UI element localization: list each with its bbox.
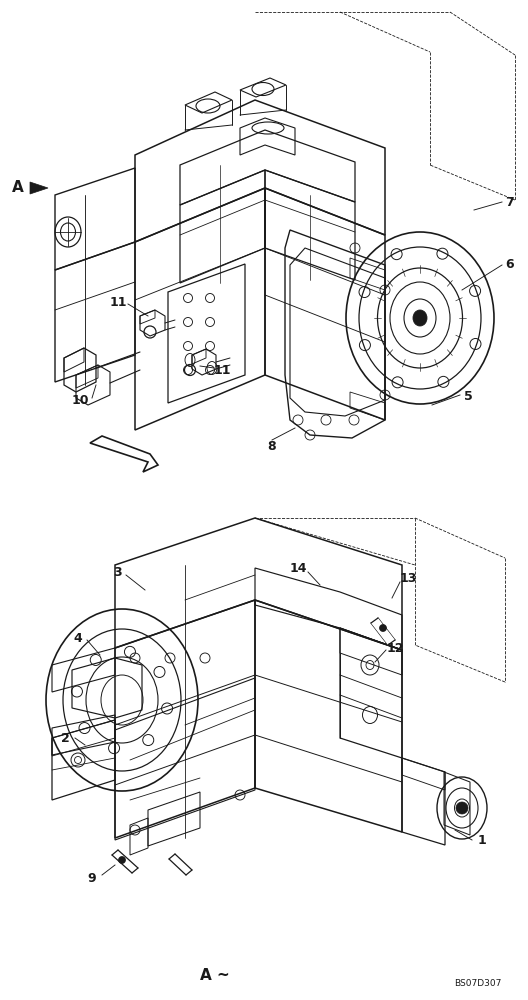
Text: A: A xyxy=(12,180,24,196)
Circle shape xyxy=(380,624,386,632)
Ellipse shape xyxy=(413,310,427,326)
Text: 11: 11 xyxy=(109,296,127,308)
Circle shape xyxy=(118,856,126,863)
Text: 4: 4 xyxy=(73,632,82,645)
Text: 8: 8 xyxy=(268,440,276,452)
Text: 13: 13 xyxy=(399,572,417,584)
Text: A ~: A ~ xyxy=(200,968,230,984)
Circle shape xyxy=(456,802,468,814)
Text: BS07D307: BS07D307 xyxy=(454,980,502,988)
Text: 7: 7 xyxy=(506,196,514,209)
Text: 11: 11 xyxy=(213,363,231,376)
Text: 3: 3 xyxy=(114,566,122,578)
Text: 6: 6 xyxy=(506,258,514,271)
Text: 1: 1 xyxy=(478,834,486,846)
Polygon shape xyxy=(371,618,395,645)
Text: 14: 14 xyxy=(289,562,307,574)
Text: 2: 2 xyxy=(61,732,69,744)
Text: 12: 12 xyxy=(386,642,404,654)
Polygon shape xyxy=(30,182,48,194)
Text: 10: 10 xyxy=(71,393,89,406)
Text: 5: 5 xyxy=(464,390,473,403)
Text: 9: 9 xyxy=(88,871,96,884)
